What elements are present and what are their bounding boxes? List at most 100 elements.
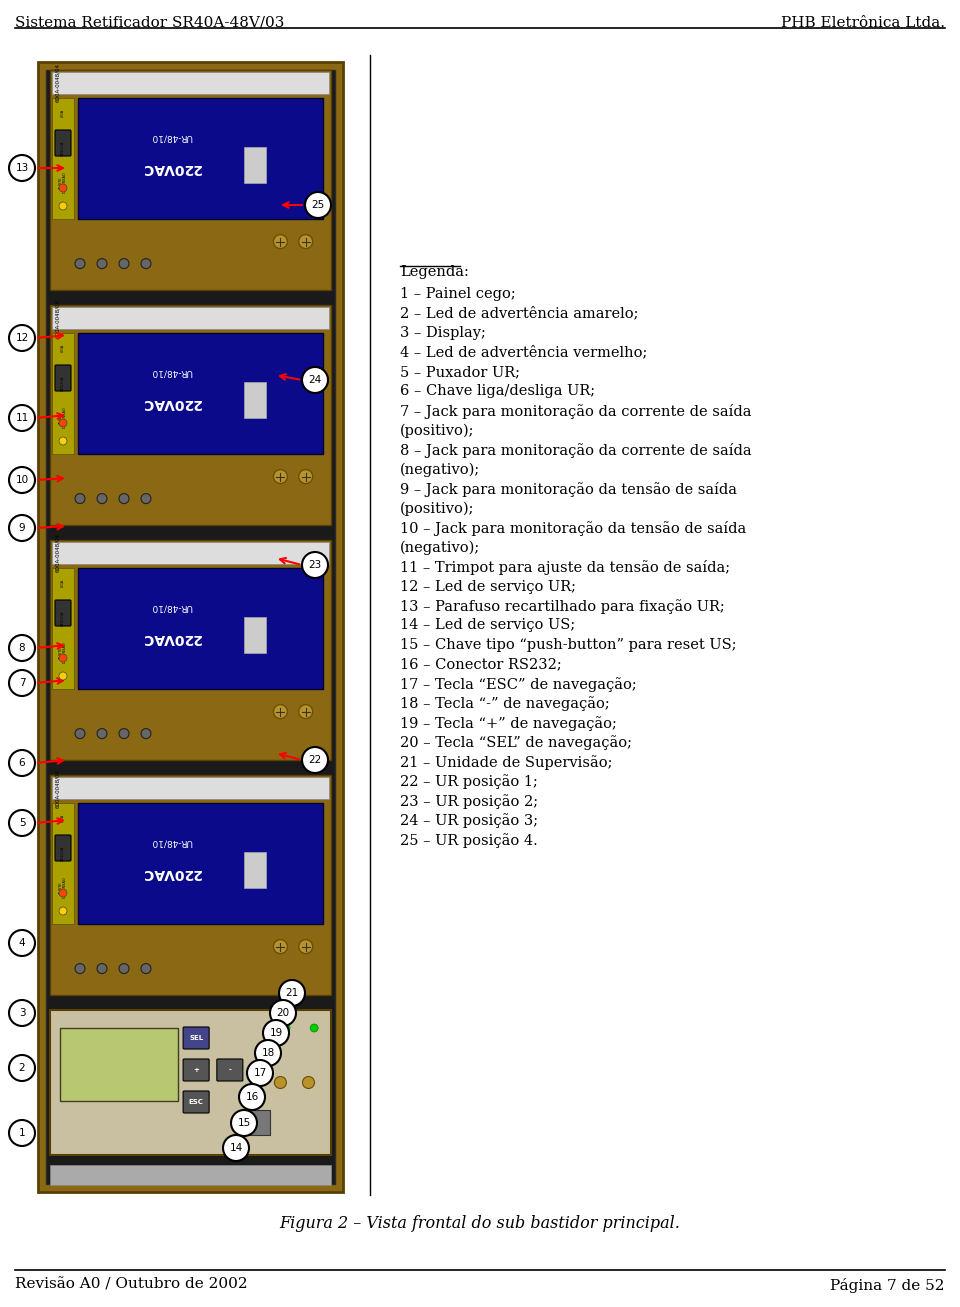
Text: LIGA: LIGA: [61, 108, 65, 118]
FancyBboxPatch shape: [217, 1059, 243, 1081]
Text: 2: 2: [18, 1063, 25, 1073]
Text: 13: 13: [15, 163, 29, 173]
Circle shape: [75, 963, 85, 974]
Circle shape: [141, 963, 151, 974]
FancyBboxPatch shape: [50, 540, 331, 759]
Circle shape: [119, 494, 129, 503]
Text: UR-48/10: UR-48/10: [151, 603, 192, 612]
Circle shape: [59, 437, 67, 444]
Circle shape: [302, 748, 328, 772]
FancyBboxPatch shape: [52, 776, 329, 799]
Text: 4: 4: [18, 938, 25, 948]
Circle shape: [302, 552, 328, 578]
FancyBboxPatch shape: [50, 305, 331, 525]
Text: 7: 7: [18, 678, 25, 687]
Text: 15 – Chave tipo “push-button” para reset US;: 15 – Chave tipo “push-button” para reset…: [400, 638, 736, 652]
Circle shape: [299, 940, 313, 954]
Circle shape: [97, 728, 107, 738]
Circle shape: [119, 259, 129, 269]
Circle shape: [119, 963, 129, 974]
FancyBboxPatch shape: [245, 617, 266, 652]
Text: 19: 19: [270, 1029, 282, 1038]
Circle shape: [274, 469, 287, 484]
Text: 25: 25: [311, 200, 324, 210]
Text: DESLIGA: DESLIGA: [61, 610, 65, 626]
Text: PHB Eletrônica Ltda.: PHB Eletrônica Ltda.: [781, 16, 945, 30]
Text: LIGA: LIGA: [61, 814, 65, 822]
Text: 1 – Painel cego;: 1 – Painel cego;: [400, 288, 516, 301]
Text: 22 – UR posição 1;: 22 – UR posição 1;: [400, 775, 538, 789]
Text: 1: 1: [18, 1128, 25, 1138]
Text: 5: 5: [18, 818, 25, 829]
Circle shape: [75, 259, 85, 269]
Circle shape: [223, 1134, 249, 1161]
Text: 11: 11: [15, 413, 29, 423]
Text: 24 – UR posição 3;: 24 – UR posição 3;: [400, 813, 539, 829]
Circle shape: [274, 704, 287, 719]
Circle shape: [59, 672, 67, 680]
Text: Página 7 de 52: Página 7 de 52: [830, 1278, 945, 1293]
Text: UR-48/10: UR-48/10: [151, 132, 192, 141]
Text: (positivo);: (positivo);: [400, 502, 474, 516]
Text: 9: 9: [18, 523, 25, 533]
FancyBboxPatch shape: [52, 98, 74, 220]
Circle shape: [9, 931, 35, 955]
Text: LIGA: LIGA: [61, 344, 65, 352]
Circle shape: [75, 494, 85, 503]
Text: 22: 22: [308, 755, 322, 765]
Text: 4 – Led de advertência vermelho;: 4 – Led de advertência vermelho;: [400, 345, 647, 359]
Text: 2 – Led de advertência amarelo;: 2 – Led de advertência amarelo;: [400, 307, 638, 320]
Text: 18 – Tecla “-” de navegação;: 18 – Tecla “-” de navegação;: [400, 697, 610, 711]
Circle shape: [299, 234, 313, 248]
Circle shape: [302, 1077, 315, 1089]
FancyBboxPatch shape: [183, 1091, 209, 1114]
Circle shape: [275, 1077, 286, 1089]
Text: (negativo);: (negativo);: [400, 541, 480, 555]
Circle shape: [9, 810, 35, 836]
Circle shape: [75, 728, 85, 738]
FancyBboxPatch shape: [55, 835, 71, 861]
Circle shape: [299, 704, 313, 719]
Circle shape: [59, 203, 67, 210]
FancyBboxPatch shape: [245, 382, 266, 417]
Text: 23 – UR posição 2;: 23 – UR posição 2;: [400, 793, 539, 809]
Circle shape: [310, 1023, 318, 1033]
Text: 17: 17: [253, 1068, 267, 1078]
Text: 15: 15: [237, 1117, 251, 1128]
Text: 10: 10: [15, 474, 29, 485]
Circle shape: [270, 1000, 296, 1026]
Text: Sistema Retificador SR40A-48V/03: Sistema Retificador SR40A-48V/03: [15, 16, 284, 30]
Circle shape: [9, 1120, 35, 1146]
Circle shape: [119, 728, 129, 738]
Text: 6: 6: [18, 758, 25, 769]
Circle shape: [97, 494, 107, 503]
FancyBboxPatch shape: [52, 542, 329, 565]
FancyBboxPatch shape: [245, 852, 266, 887]
Text: UR-48/10: UR-48/10: [151, 367, 192, 376]
FancyBboxPatch shape: [183, 1059, 209, 1081]
Text: 220VAC: 220VAC: [141, 161, 201, 175]
FancyBboxPatch shape: [78, 802, 323, 924]
FancyBboxPatch shape: [46, 71, 335, 1184]
FancyBboxPatch shape: [52, 569, 74, 689]
FancyBboxPatch shape: [52, 333, 74, 454]
Text: 25 – UR posição 4.: 25 – UR posição 4.: [400, 833, 538, 848]
Text: 220VAC: 220VAC: [141, 867, 201, 880]
Circle shape: [263, 1019, 289, 1046]
Text: 600A-0048/04: 600A-0048/04: [55, 298, 60, 337]
FancyBboxPatch shape: [55, 365, 71, 391]
Circle shape: [9, 1000, 35, 1026]
Text: 3 – Display;: 3 – Display;: [400, 325, 486, 340]
Text: UR-48/10: UR-48/10: [151, 838, 192, 846]
Text: 20 – Tecla “SEL” de navegação;: 20 – Tecla “SEL” de navegação;: [400, 736, 632, 750]
Text: 24: 24: [308, 375, 322, 386]
Circle shape: [279, 980, 305, 1006]
Circle shape: [9, 325, 35, 352]
FancyBboxPatch shape: [50, 775, 331, 995]
Text: SEL: SEL: [189, 1035, 204, 1040]
Text: Legenda:: Legenda:: [400, 265, 468, 278]
Circle shape: [97, 259, 107, 269]
Text: 6 – Chave liga/desliga UR;: 6 – Chave liga/desliga UR;: [400, 384, 595, 399]
Circle shape: [9, 750, 35, 776]
Circle shape: [59, 654, 67, 663]
